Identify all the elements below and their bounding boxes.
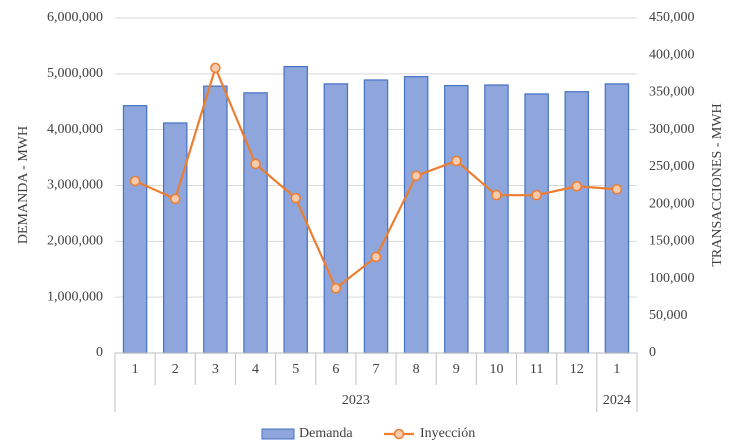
- y-axis-title: DEMANDA - MWH: [16, 126, 31, 244]
- legend-swatch: [261, 428, 295, 440]
- line-marker: [571, 180, 583, 192]
- legend-marker: [393, 428, 405, 440]
- bar: [203, 85, 228, 354]
- line-marker: [210, 62, 221, 74]
- y2-tick-label: 250,000: [649, 159, 695, 174]
- x-tick-label: 2: [172, 362, 179, 377]
- y-tick-label: 2,000,000: [47, 234, 103, 249]
- bar: [363, 79, 389, 354]
- bar: [604, 83, 630, 354]
- x-tick-label: 9: [453, 362, 460, 377]
- bar: [243, 92, 268, 354]
- line-marker: [451, 155, 462, 167]
- y2-tick-label: 350,000: [649, 85, 695, 100]
- x-tick-label: 5: [292, 362, 299, 377]
- x-tick-label: 12: [570, 362, 584, 377]
- y-tick-label: 3,000,000: [47, 178, 103, 193]
- group-label: 2023: [342, 393, 370, 408]
- bar: [403, 76, 429, 354]
- legend-label: Inyección: [420, 426, 475, 441]
- bar: [122, 105, 148, 354]
- y2-tick-label: 150,000: [649, 234, 695, 249]
- bar: [444, 84, 469, 354]
- x-tick-label: 1: [132, 362, 139, 377]
- y2-tick-label: 100,000: [649, 271, 695, 286]
- x-tick-label: 3: [212, 362, 219, 377]
- bar: [564, 91, 590, 354]
- x-tick-label: 6: [332, 362, 339, 377]
- y-tick-label: 5,000,000: [47, 66, 103, 81]
- bar: [524, 93, 549, 354]
- bar: [283, 65, 308, 354]
- y2-tick-label: 200,000: [649, 196, 695, 211]
- y-tick-label: 0: [96, 345, 103, 360]
- line-marker: [129, 175, 141, 187]
- line-marker: [410, 170, 422, 182]
- line-marker: [290, 192, 301, 204]
- bar: [484, 84, 509, 354]
- y-tick-label: 6,000,000: [47, 10, 103, 25]
- y2-tick-label: 50,000: [649, 308, 688, 323]
- x-tick-label: 11: [530, 362, 543, 377]
- group-label: 2024: [603, 393, 631, 408]
- line-marker: [531, 189, 542, 201]
- line-marker: [169, 193, 181, 205]
- y2-tick-label: 400,000: [649, 47, 695, 62]
- bar: [323, 83, 349, 354]
- x-tick-label: 1: [613, 362, 620, 377]
- y2-axis-title: TRANSACCIONES - MWH: [710, 103, 725, 266]
- x-tick-label: 4: [252, 362, 259, 377]
- y-tick-label: 1,000,000: [47, 289, 103, 304]
- y2-tick-label: 450,000: [649, 10, 695, 25]
- line-marker: [250, 158, 261, 170]
- x-tick-label: 10: [489, 362, 503, 377]
- line-marker: [370, 251, 382, 263]
- line-marker: [491, 189, 502, 201]
- bar: [162, 122, 188, 354]
- y-tick-label: 4,000,000: [47, 122, 103, 137]
- y2-tick-label: 300,000: [649, 122, 695, 137]
- x-tick-label: 7: [373, 362, 380, 377]
- line-marker: [330, 282, 342, 294]
- line-marker: [611, 183, 623, 195]
- x-tick-label: 8: [413, 362, 420, 377]
- y2-tick-label: 0: [649, 345, 656, 360]
- legend-label: Demanda: [299, 426, 353, 441]
